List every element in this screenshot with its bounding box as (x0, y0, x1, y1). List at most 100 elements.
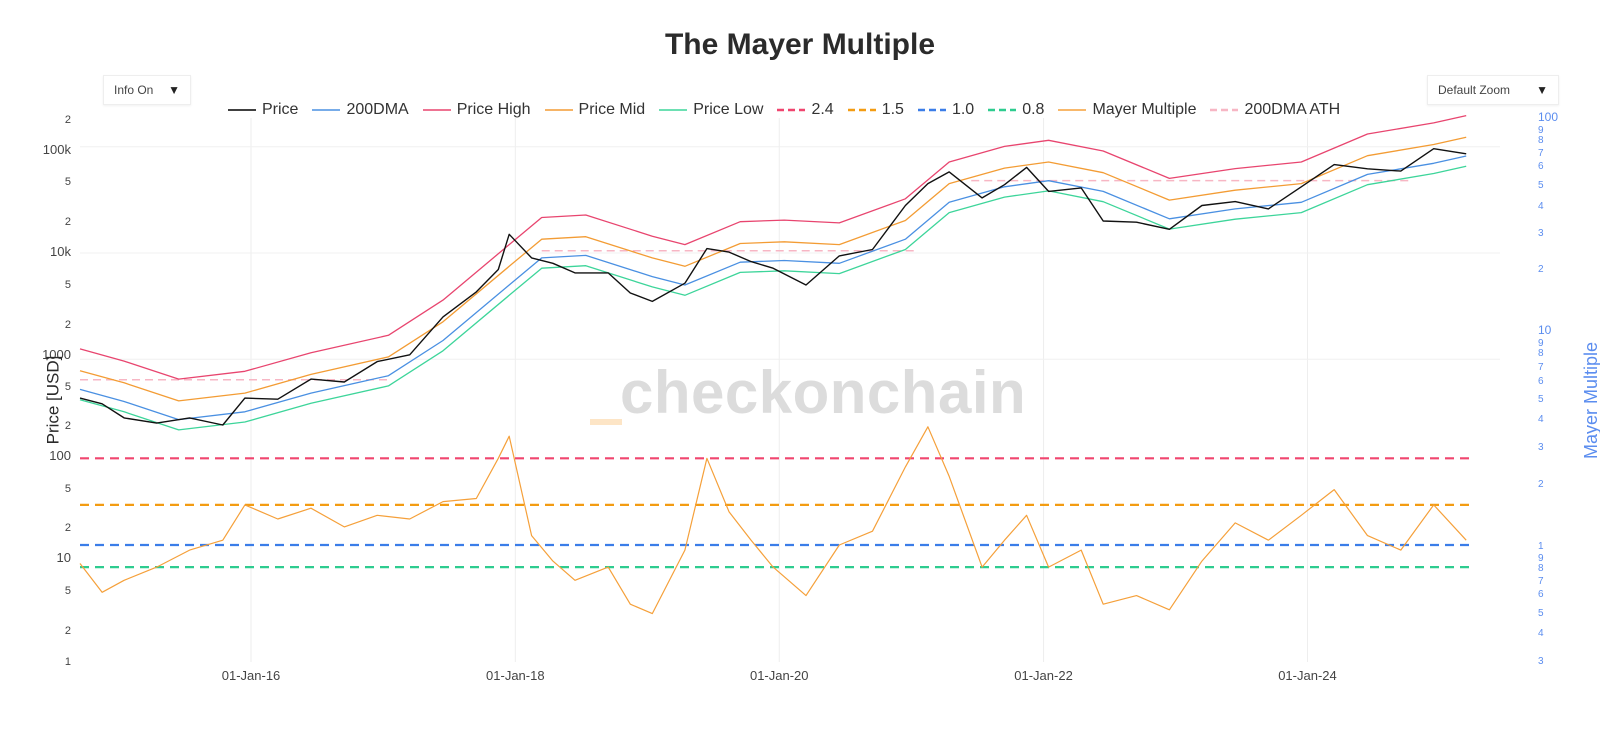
legend-swatch (988, 108, 1017, 112)
series-line-price (79, 148, 1467, 426)
series-line-price-mid (79, 136, 1467, 402)
legend-label: Price (262, 101, 299, 118)
legend-swatch (659, 109, 688, 111)
legend-swatch (228, 109, 256, 111)
legend-swatch (777, 108, 806, 112)
legend-swatch (1210, 108, 1239, 112)
price-tick-label: 5 (65, 279, 71, 291)
chart-legend: Price 200DMA Price High Price Mid Price Low 2… (228, 98, 1354, 122)
info-toggle-dropdown[interactable]: Info On ▼ (103, 75, 191, 105)
legend-item[interactable]: Price (228, 101, 298, 119)
mayer-right-tick-label: 2 (1538, 479, 1544, 490)
mayer-left-tick-label: 2 (65, 522, 71, 534)
mayer-right-tick-label: 4 (1538, 201, 1544, 212)
price-axis-title: Price [USD] (43, 355, 63, 445)
mayer-left-tick-label: 5 (65, 483, 71, 495)
mayer-left-tick-label: 1 (65, 656, 71, 668)
legend-item[interactable]: 1.0 (917, 101, 975, 119)
x-tick-label: 01-Jan-20 (750, 668, 809, 683)
legend-label: Price High (456, 101, 531, 118)
x-tick-label: 01-Jan-16 (222, 668, 281, 683)
x-tick-label: 01-Jan-24 (1278, 668, 1337, 683)
legend-item[interactable]: 2.4 (777, 101, 834, 119)
watermark: checkonchain (620, 359, 1027, 426)
legend-label: 0.8 (1022, 101, 1045, 118)
mayer-left-tick-label: 10 (57, 550, 71, 565)
legend-item[interactable]: Price Mid (544, 101, 646, 119)
mayer-right-tick-label: 10 (1538, 323, 1552, 337)
series-line-price-low (79, 165, 1467, 431)
x-tick-label: 01-Jan-22 (1014, 668, 1073, 683)
legend-label: 1.0 (951, 101, 975, 118)
legend-swatch (1058, 109, 1087, 111)
mayer-right-tick-label: 9 (1538, 125, 1544, 136)
legend-item[interactable]: Price Low (659, 101, 763, 119)
legend-item[interactable]: 1.5 (847, 101, 904, 119)
price-tick-label: 5 (65, 176, 71, 188)
mayer-left-tick-label: 100 (49, 448, 71, 463)
price-tick-label: 2 (65, 114, 71, 126)
series-line-price-high (79, 114, 1467, 380)
mayer-right-tick-label: 9 (1538, 338, 1544, 349)
zoom-label: Default Zoom (1438, 83, 1511, 97)
legend-item[interactable]: Mayer Multiple (1058, 101, 1196, 119)
price-tick-label: 2 (65, 420, 71, 432)
price-tick-label: 10k (50, 244, 71, 259)
mayer-right-tick-label: 5 (1538, 394, 1544, 405)
legend-label: 1.5 (881, 101, 904, 118)
legend-label: 200DMA ATH (1244, 101, 1341, 118)
mayer-right-tick-label: 5 (1538, 608, 1544, 619)
mayer-right-tick-label: 6 (1538, 161, 1544, 172)
legend-swatch (312, 109, 341, 111)
mayer-left-tick-label: 2 (65, 625, 71, 637)
price-tick-label: 2 (65, 319, 71, 331)
mayer-right-tick-label: 8 (1538, 563, 1544, 574)
watermark-underscore (590, 419, 622, 425)
mayer-right-tick-label: 6 (1538, 589, 1544, 600)
price-tick-label: 5 (65, 381, 71, 393)
mayer-right-tick-label: 4 (1538, 628, 1544, 639)
page-title: The Mayer Multiple (664, 28, 936, 61)
mayer-right-tick-label: 8 (1538, 135, 1544, 146)
mayer-right-tick-label: 100 (1538, 110, 1558, 124)
legend-swatch (917, 108, 946, 112)
legend-label: 2.4 (811, 101, 834, 118)
legend-swatch (544, 109, 573, 111)
mayer-right-tick-label: 2 (1538, 264, 1544, 275)
x-tick-label: 01-Jan-18 (486, 668, 545, 683)
legend-label: Price Low (693, 101, 764, 118)
mayer-right-tick-label: 3 (1538, 656, 1544, 667)
mayer-axis-title: Mayer Multiple (1581, 341, 1600, 460)
series-line-200dma (79, 155, 1467, 421)
legend-swatch (847, 108, 876, 112)
mayer-right-tick-label: 4 (1538, 414, 1544, 425)
info-toggle-label: Info On (114, 83, 154, 97)
mayer-right-tick-label: 3 (1538, 228, 1544, 239)
mayer-right-tick-label: 8 (1538, 348, 1544, 359)
legend-item[interactable]: 200DMA ATH (1210, 101, 1340, 119)
legend-item[interactable]: Price High (422, 101, 531, 119)
price-tick-label: 100k (43, 142, 72, 157)
series-line-mayer-multiple (79, 426, 1467, 615)
legend-swatch (422, 109, 451, 111)
mayer-right-tick-label: 7 (1538, 362, 1544, 373)
mayer-right-tick-label: 5 (1538, 180, 1544, 191)
price-tick-label: 1000 (42, 347, 71, 362)
chevron-down-icon: ▼ (168, 83, 180, 97)
mayer-right-tick-label: 9 (1538, 553, 1544, 564)
price-tick-label: 2 (65, 216, 71, 228)
legend-label: Mayer Multiple (1092, 101, 1197, 118)
zoom-dropdown[interactable]: Default Zoom ▼ (1427, 75, 1559, 105)
chevron-down-icon: ▼ (1536, 83, 1548, 97)
legend-label: Price Mid (578, 101, 646, 118)
mayer-left-tick-label: 5 (65, 585, 71, 597)
mayer-right-tick-label: 7 (1538, 148, 1544, 159)
legend-label: 200DMA (346, 101, 409, 118)
mayer-right-tick-label: 6 (1538, 376, 1544, 387)
legend-item[interactable]: 200DMA (312, 101, 409, 119)
mayer-right-tick-label: 7 (1538, 576, 1544, 587)
mayer-right-tick-label: 3 (1538, 442, 1544, 453)
mayer-right-tick-label: 1 (1538, 541, 1544, 552)
legend-item[interactable]: 0.8 (988, 101, 1044, 119)
